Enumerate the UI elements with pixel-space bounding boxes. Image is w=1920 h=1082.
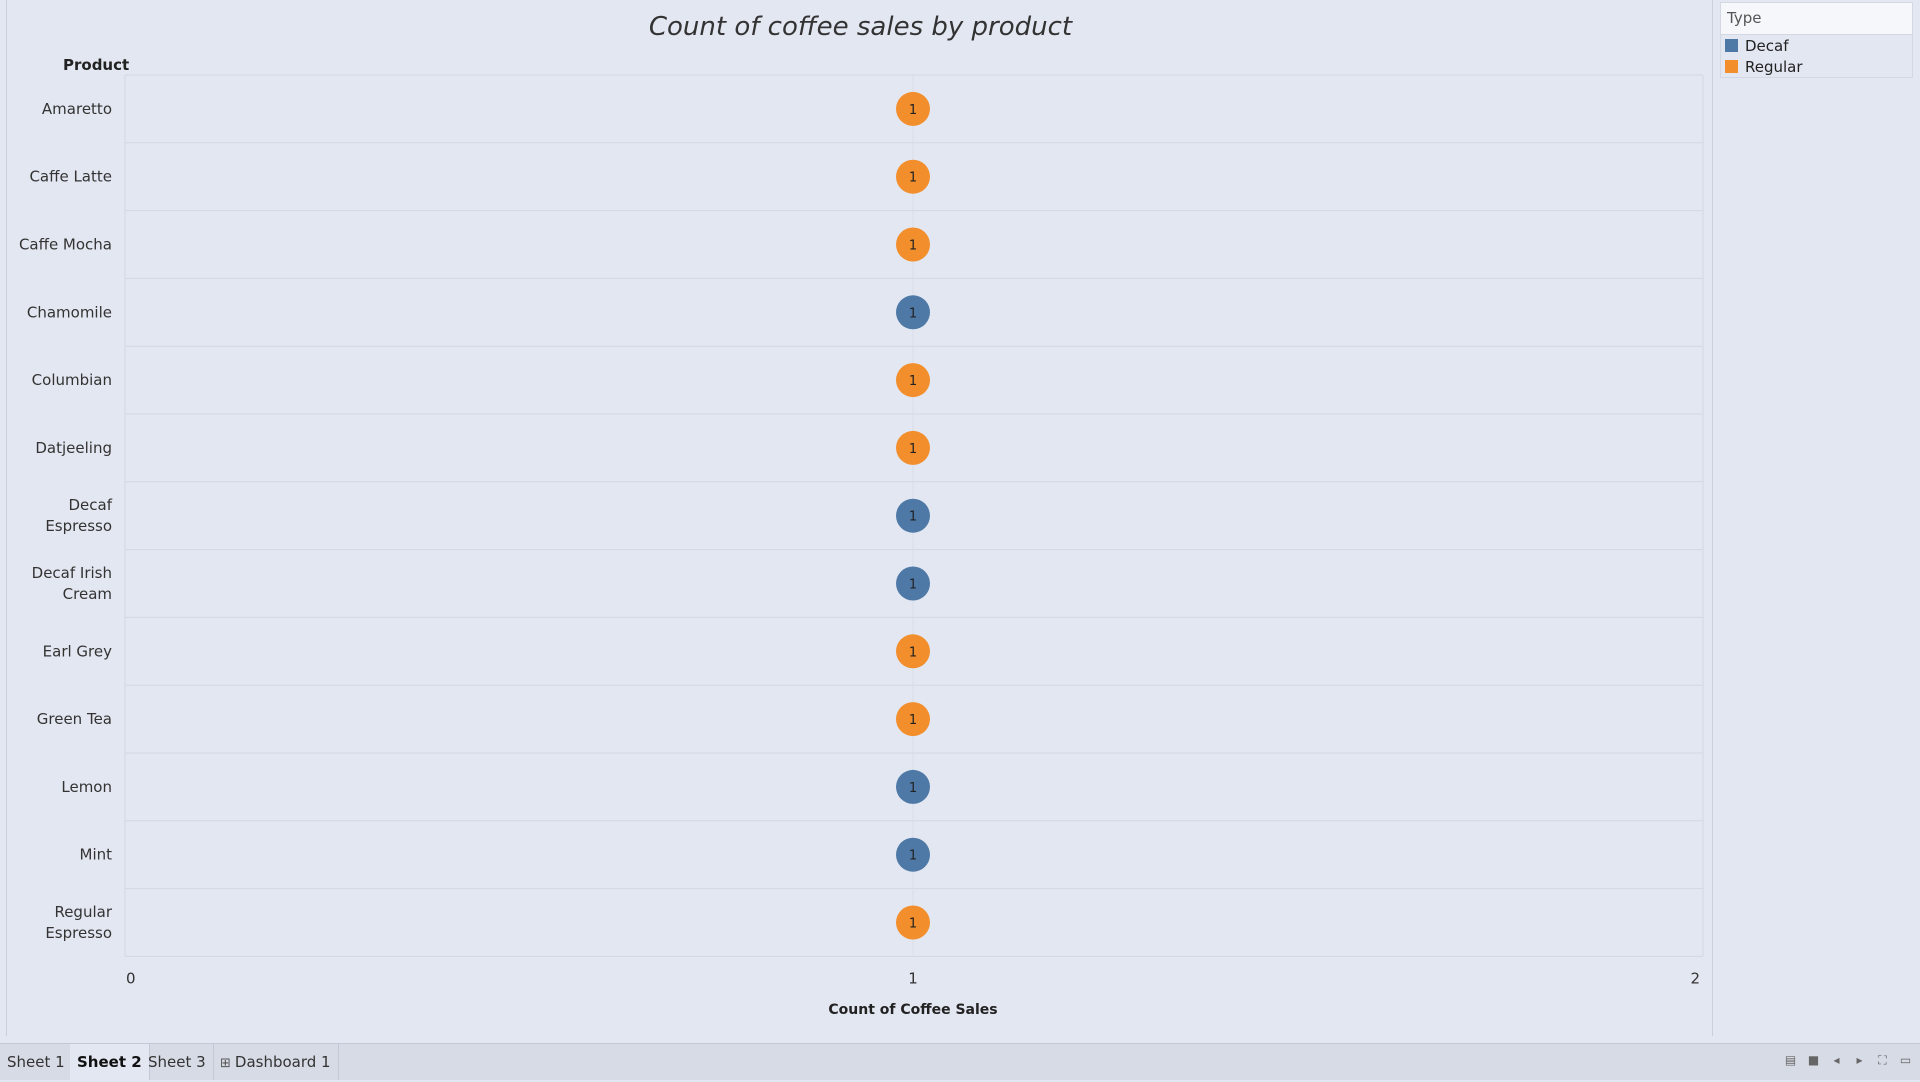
- data-point-earl-grey[interactable]: [896, 634, 930, 669]
- data-point-datjeeling[interactable]: [896, 430, 930, 465]
- data-point-amaretto[interactable]: [896, 91, 930, 126]
- x-axis-title: Count of Coffee Sales: [828, 1002, 997, 1018]
- data-label: 1: [909, 510, 917, 525]
- data-point-caffe-latte[interactable]: [896, 159, 930, 194]
- tab-label: Dashboard 1: [234, 1053, 331, 1071]
- data-label: 1: [909, 578, 917, 593]
- data-point-decaf-irish-cream[interactable]: [896, 566, 930, 601]
- data-label: 1: [909, 781, 917, 796]
- data-point-caffe-mocha[interactable]: [896, 227, 930, 262]
- tab-sheet-2[interactable]: Sheet 2: [70, 1044, 150, 1080]
- next-sheet-icon[interactable]: ▸: [1856, 1053, 1863, 1067]
- tab-label: Sheet 2: [77, 1053, 142, 1071]
- data-label: 1: [909, 713, 917, 728]
- tab-dashboard-1[interactable]: ⊞ Dashboard 1: [213, 1044, 339, 1080]
- row-label-decaf-irish-cream: Decaf Irish: [32, 564, 112, 582]
- data-point-decaf-espresso[interactable]: [896, 498, 930, 533]
- row-label-regular-espresso: Espresso: [45, 924, 112, 942]
- data-point-lemon[interactable]: [896, 769, 930, 804]
- x-tick-label: 0: [126, 969, 136, 987]
- tab-sheet-3[interactable]: Sheet 3: [141, 1044, 214, 1080]
- legend-item-decaf[interactable]: Decaf: [1721, 35, 1912, 56]
- x-tick-label: 1: [908, 969, 918, 987]
- single-view-icon[interactable]: ■: [1807, 1053, 1820, 1067]
- x-tick-label: 2: [1690, 969, 1700, 987]
- previous-sheet-icon[interactable]: ◂: [1833, 1053, 1840, 1067]
- legend-item-regular[interactable]: Regular: [1721, 56, 1912, 77]
- filmstrip-view-icon[interactable]: ▤: [1784, 1053, 1797, 1067]
- row-label-mint: Mint: [80, 846, 113, 864]
- dot-plot: Amaretto 1 Caffe Latte 1 Caffe Mocha 1 Chamomi…: [19, 74, 1704, 1018]
- legend-title: Type: [1721, 3, 1912, 35]
- row-label-regular-espresso: Regular: [54, 903, 112, 921]
- row-label-caffe-latte: Caffe Latte: [29, 168, 112, 186]
- legend-label-regular: Regular: [1745, 57, 1803, 76]
- row-label-lemon: Lemon: [61, 778, 112, 796]
- data-point-mint[interactable]: [896, 837, 930, 872]
- row-label-decaf-irish-cream: Cream: [63, 585, 112, 603]
- legend-swatch-regular: [1725, 60, 1738, 73]
- data-point-columbian[interactable]: [896, 363, 930, 398]
- tab-label: Sheet 1: [7, 1053, 65, 1071]
- data-point-chamomile[interactable]: [896, 295, 930, 330]
- tab-sheet-1[interactable]: Sheet 1: [0, 1044, 73, 1080]
- presentation-icon[interactable]: ▭: [1899, 1053, 1912, 1067]
- data-point-green-tea[interactable]: [896, 702, 930, 737]
- row-label-decaf-espresso: Espresso: [45, 517, 112, 535]
- legend-label-decaf: Decaf: [1745, 36, 1789, 55]
- data-label: 1: [909, 849, 917, 864]
- row-label-caffe-mocha: Caffe Mocha: [19, 236, 112, 254]
- data-label: 1: [909, 239, 917, 254]
- dashboard-grid-icon: ⊞: [220, 1056, 231, 1071]
- tab-label: Sheet 3: [148, 1053, 206, 1071]
- data-label: 1: [909, 306, 917, 321]
- data-label: 1: [909, 645, 917, 660]
- sheet-tab-bar: Sheet 1 Sheet 2 Sheet 3 ⊞ Dashboard 1 ▤ ■…: [0, 1043, 1920, 1080]
- data-label: 1: [909, 171, 917, 186]
- chart-title: Count of coffee sales by product: [648, 12, 1073, 42]
- data-label: 1: [909, 917, 917, 932]
- row-label-decaf-espresso: Decaf: [69, 496, 113, 514]
- row-label-earl-grey: Earl Grey: [43, 642, 112, 660]
- row-label-datjeeling: Datjeeling: [35, 439, 112, 457]
- row-label-chamomile: Chamomile: [27, 303, 112, 321]
- legend-swatch-decaf: [1725, 39, 1738, 52]
- data-point-regular-espresso[interactable]: [896, 905, 930, 940]
- data-label: 1: [909, 374, 917, 389]
- row-label-green-tea: Green Tea: [37, 710, 112, 728]
- data-label: 1: [909, 103, 917, 118]
- row-label-columbian: Columbian: [32, 371, 112, 389]
- row-header: Product: [63, 56, 130, 74]
- legend: Type Decaf Regular: [1720, 2, 1913, 78]
- row-label-amaretto: Amaretto: [42, 100, 112, 118]
- data-label: 1: [909, 442, 917, 457]
- fullscreen-icon[interactable]: ⛶: [1878, 1053, 1887, 1067]
- viz-area: Count of coffee sales by product Product…: [6, 0, 1713, 1036]
- view-controls: ▤ ■ ◂ ▸ ⛶ ▭: [1784, 1054, 1912, 1067]
